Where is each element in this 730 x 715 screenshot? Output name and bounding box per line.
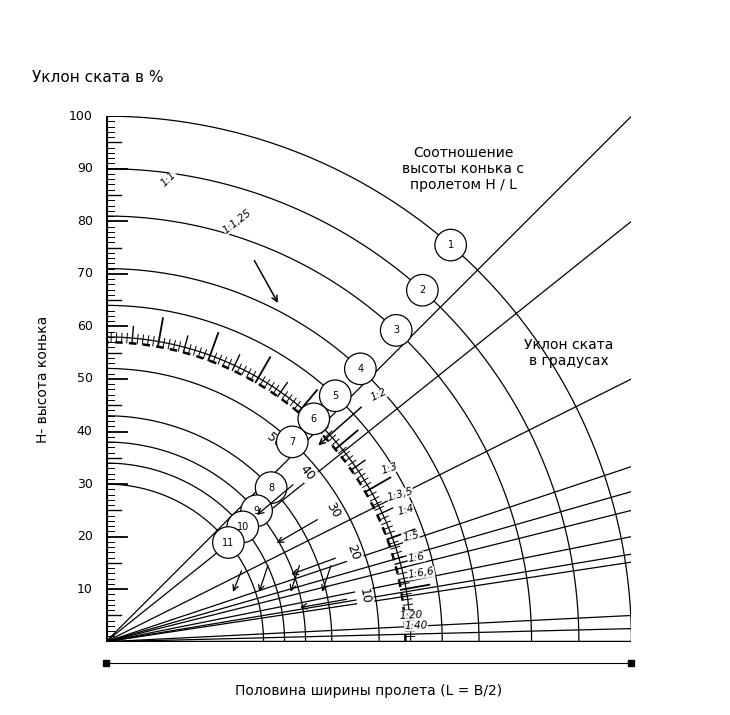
Text: 1:6: 1:6 [407, 551, 425, 564]
Text: 1:1: 1:1 [159, 169, 178, 189]
Circle shape [435, 230, 466, 261]
Text: 7: 7 [289, 437, 296, 447]
Text: 50: 50 [264, 430, 285, 450]
Text: 40: 40 [77, 425, 93, 438]
Text: 100: 100 [69, 109, 93, 123]
Text: 90: 90 [77, 162, 93, 175]
Text: 1:20: 1:20 [399, 610, 423, 621]
Text: 1: 1 [447, 240, 454, 250]
Text: 6: 6 [311, 414, 317, 424]
Text: 5: 5 [332, 390, 339, 400]
Text: 50: 50 [77, 373, 93, 385]
Text: 10: 10 [357, 587, 372, 605]
Circle shape [298, 403, 329, 435]
Text: 70: 70 [77, 267, 93, 280]
Text: 30: 30 [77, 478, 93, 490]
Text: 9: 9 [253, 506, 260, 516]
Text: 1:5: 1:5 [402, 530, 420, 543]
Text: 80: 80 [77, 214, 93, 228]
Circle shape [380, 315, 412, 346]
Text: 1:1,25: 1:1,25 [221, 207, 253, 235]
Circle shape [212, 527, 244, 558]
Text: 1:2: 1:2 [369, 387, 389, 403]
Text: 1:40: 1:40 [404, 621, 428, 631]
Text: 20: 20 [77, 530, 93, 543]
Text: Соотношение
высоты конька с
пролетом Н / L: Соотношение высоты конька с пролетом Н /… [402, 146, 524, 192]
Circle shape [255, 472, 287, 503]
Text: 1:4: 1:4 [396, 503, 415, 517]
Text: 4: 4 [357, 364, 364, 374]
Text: 1:3: 1:3 [380, 461, 399, 475]
Text: 1:6,6: 1:6,6 [407, 566, 435, 581]
Text: 11: 11 [222, 538, 234, 548]
Text: Уклон ската в %: Уклон ската в % [32, 69, 164, 84]
Text: 20: 20 [344, 542, 361, 561]
Text: 8: 8 [268, 483, 274, 493]
Text: 1:3,5: 1:3,5 [386, 486, 415, 503]
Text: Половина ширины пролета (L = B/2): Половина ширины пролета (L = B/2) [235, 684, 502, 698]
Text: Уклон ската
в градусах: Уклон ската в градусах [523, 337, 613, 368]
Circle shape [227, 511, 258, 543]
Circle shape [277, 426, 308, 458]
Text: 3: 3 [393, 325, 399, 335]
Text: 2: 2 [419, 285, 426, 295]
Text: 10: 10 [77, 583, 93, 596]
Circle shape [345, 353, 376, 385]
Circle shape [407, 275, 438, 306]
Text: 60: 60 [77, 320, 93, 333]
Text: 30: 30 [324, 500, 343, 521]
Text: 40: 40 [297, 463, 318, 483]
Circle shape [241, 495, 272, 526]
Text: Н- высота конька: Н- высота конька [36, 315, 50, 443]
Circle shape [320, 380, 351, 412]
Text: 10: 10 [237, 522, 249, 532]
